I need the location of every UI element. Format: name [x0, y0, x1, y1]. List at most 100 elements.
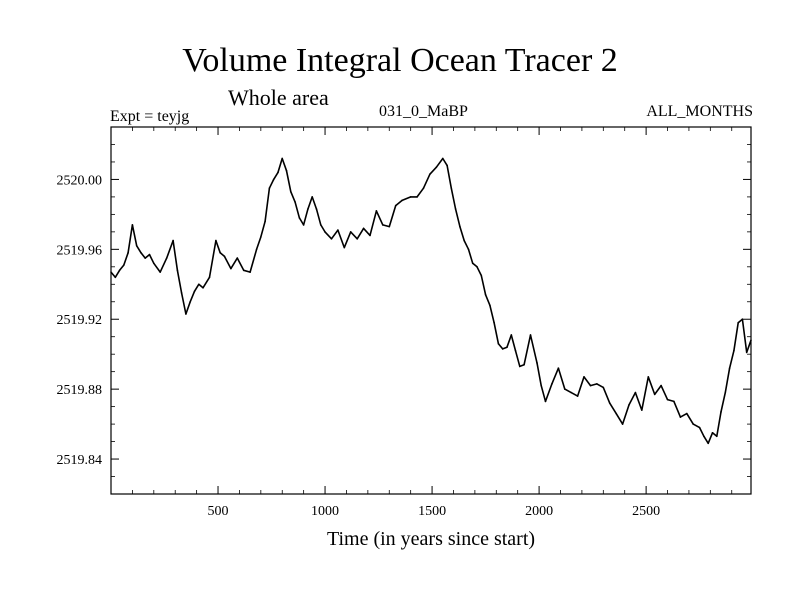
line-segment — [615, 412, 624, 425]
line-segment — [159, 257, 168, 273]
line-segment — [679, 412, 688, 418]
line-segment — [728, 349, 735, 370]
line-segment — [307, 196, 314, 210]
line-segment — [551, 367, 560, 385]
line-segment — [510, 334, 517, 352]
line-segment — [653, 384, 662, 396]
line-segment — [343, 231, 352, 249]
y-tick-label: 2519.96 — [57, 243, 103, 258]
x-tick-label: 1000 — [311, 504, 339, 519]
y-tick-label: 2520.00 — [57, 173, 103, 188]
line-segment — [660, 384, 669, 401]
line-segment — [463, 239, 470, 251]
line-segment — [277, 157, 284, 174]
line-segment — [249, 248, 258, 273]
line-segment — [715, 411, 722, 438]
line-segment — [692, 423, 701, 429]
line-segment — [514, 349, 521, 368]
y-tick-label: 2519.92 — [57, 313, 103, 328]
line-segment — [135, 245, 142, 254]
line-segment — [720, 391, 727, 413]
line-segment — [557, 367, 566, 390]
line-segment — [294, 201, 301, 219]
line-segment — [703, 435, 710, 445]
x-tick-label: 2000 — [525, 504, 553, 519]
line-segment — [110, 271, 117, 279]
line-segment — [272, 171, 279, 181]
line-segment — [298, 217, 305, 226]
line-segment — [416, 187, 425, 198]
line-segment — [259, 220, 266, 238]
line-segment — [741, 318, 748, 354]
line-segment — [311, 196, 318, 210]
line-segment — [467, 248, 474, 265]
line-segment — [381, 224, 391, 228]
line-segment — [388, 204, 397, 228]
line-segment — [484, 293, 491, 307]
line-segment — [506, 334, 513, 349]
line-segment — [429, 166, 438, 175]
line-segment — [497, 342, 504, 350]
line-segment — [140, 252, 146, 259]
experiment-label: Expt = teyjg — [110, 108, 190, 125]
series-layer — [110, 157, 752, 445]
line-segment — [123, 252, 129, 266]
line-segment — [153, 262, 161, 273]
line-segment — [536, 362, 543, 387]
line-segment — [219, 252, 226, 258]
line-segment — [236, 257, 245, 272]
line-segment — [673, 400, 682, 418]
x-axis-label: Time (in years since start) — [327, 528, 535, 550]
line-segment — [202, 276, 211, 289]
line-segment — [356, 227, 365, 240]
line-segment — [454, 208, 461, 228]
line-segment — [242, 269, 251, 273]
line-segment — [634, 391, 643, 411]
line-segment — [698, 426, 705, 438]
line-segment — [523, 334, 532, 366]
plot-frame — [110, 126, 752, 495]
line-segment — [459, 225, 466, 242]
line-segment — [621, 404, 630, 425]
line-segment — [733, 321, 740, 352]
line-segment — [215, 239, 221, 254]
y-tick-label: 2519.84 — [57, 453, 103, 468]
line-segment — [640, 376, 650, 411]
line-segment — [172, 239, 179, 272]
line-segment — [148, 253, 155, 265]
line-segment — [596, 383, 605, 389]
line-segment — [745, 339, 752, 354]
line-segment — [319, 224, 326, 233]
line-segment — [302, 208, 309, 226]
line-segment — [394, 199, 403, 207]
x-tick-label: 2500 — [632, 504, 660, 519]
months-label: ALL_MONTHS — [646, 103, 753, 120]
line-segment — [165, 239, 174, 259]
line-segment — [435, 157, 444, 168]
line-segment — [289, 190, 296, 203]
line-segment — [450, 187, 457, 210]
chart-subtitle: Whole area — [228, 85, 329, 110]
line-segment — [540, 384, 547, 403]
line-segment — [480, 274, 487, 296]
line-segment — [230, 257, 239, 270]
line-segment — [576, 376, 585, 397]
line-segment — [114, 269, 121, 279]
line-segment — [337, 229, 346, 249]
line-segment — [144, 253, 151, 259]
line-segment — [724, 367, 731, 394]
line-segment — [711, 431, 718, 438]
line-segment — [330, 229, 339, 240]
line-segment — [375, 210, 384, 226]
line-segment — [476, 265, 483, 277]
chart-title: Volume Integral Ocean Tracer 2 — [182, 42, 618, 79]
line-segment — [315, 208, 322, 226]
line-segment — [471, 262, 478, 268]
line-segment — [180, 292, 187, 315]
line-segment — [118, 264, 125, 272]
axes: 500 1000 1500 2000 2500 2519.84 2519.88 2519.92… — [57, 126, 752, 519]
line-segment — [570, 391, 579, 397]
line-segment — [489, 304, 495, 324]
line-segment — [131, 224, 138, 247]
